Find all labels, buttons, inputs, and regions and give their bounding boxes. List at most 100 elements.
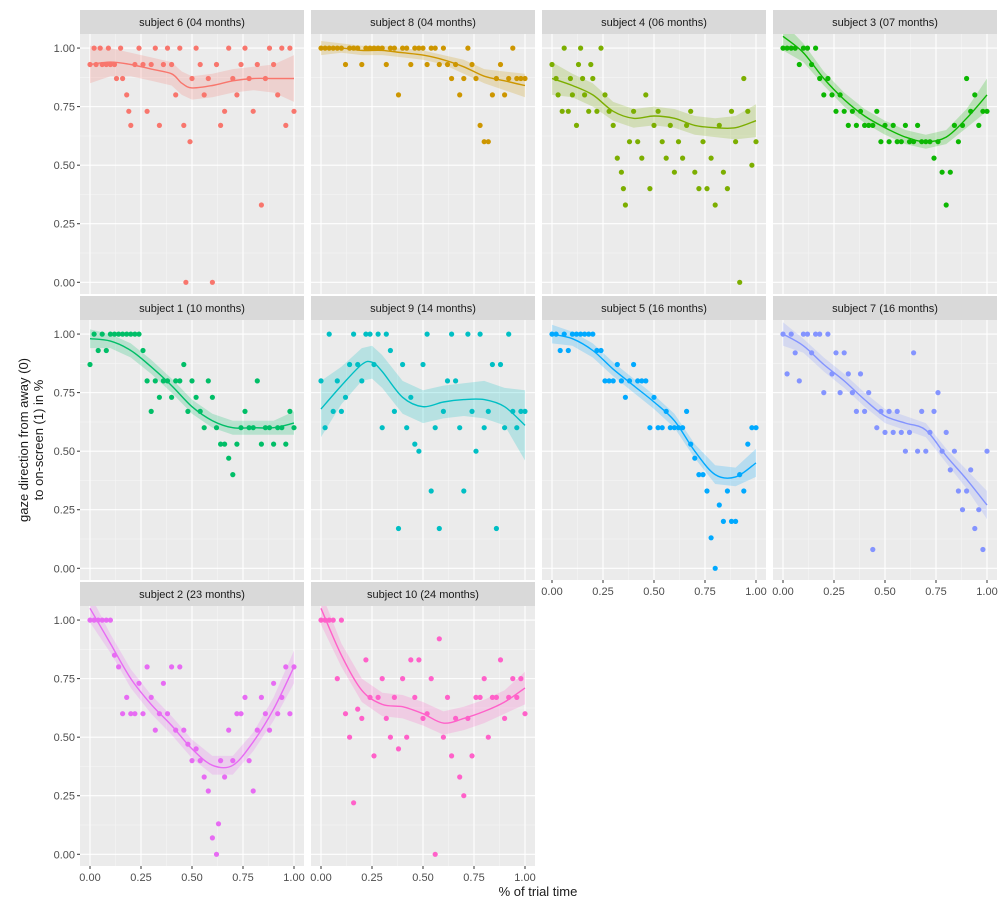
x-tick-label: 0.00 xyxy=(772,586,793,598)
data-point xyxy=(258,441,264,447)
data-point xyxy=(449,753,455,759)
data-point xyxy=(506,75,512,82)
data-point xyxy=(522,711,528,717)
data-point xyxy=(700,472,706,478)
data-point xyxy=(518,408,524,414)
data-point xyxy=(659,425,665,431)
data-point xyxy=(984,108,990,114)
data-point xyxy=(140,711,146,717)
data-point xyxy=(796,378,802,384)
data-point xyxy=(497,61,504,68)
data-point xyxy=(238,61,244,68)
data-point xyxy=(97,45,103,51)
data-point xyxy=(618,169,625,175)
data-point xyxy=(784,371,790,377)
data-point xyxy=(136,331,142,337)
data-point xyxy=(906,429,913,435)
data-point xyxy=(140,61,146,68)
data-point xyxy=(428,45,434,51)
data-point xyxy=(557,347,563,354)
data-point xyxy=(667,122,673,128)
data-point xyxy=(964,488,970,494)
data-point xyxy=(242,694,248,701)
y-tick-label: 0.50 xyxy=(54,160,75,172)
data-point xyxy=(136,680,142,686)
data-point xyxy=(234,711,240,717)
data-point xyxy=(590,331,596,337)
data-point xyxy=(338,617,344,623)
data-point xyxy=(363,45,369,51)
data-point xyxy=(915,122,921,128)
facet-strip xyxy=(311,10,535,34)
facet-panel: subject 4 (06 months) xyxy=(542,10,766,294)
panel-data xyxy=(87,329,297,478)
data-point xyxy=(440,734,446,740)
data-point xyxy=(379,425,385,431)
data-point xyxy=(614,155,620,161)
data-point xyxy=(355,706,361,712)
data-point xyxy=(444,694,451,701)
data-point xyxy=(610,122,616,128)
data-point xyxy=(741,488,747,494)
facet-strip xyxy=(542,10,766,34)
data-point xyxy=(173,92,179,98)
data-point xyxy=(939,169,945,175)
data-point xyxy=(266,45,273,51)
data-point xyxy=(522,408,528,414)
data-point xyxy=(980,108,986,114)
data-point xyxy=(342,61,349,68)
data-point xyxy=(201,425,207,431)
data-point xyxy=(857,371,864,377)
data-point xyxy=(796,61,802,68)
facet-panel: subject 5 (16 months) 0.00 0.25 0.50 0.75 1.0… xyxy=(541,296,767,598)
data-point xyxy=(696,472,702,478)
data-point xyxy=(671,169,678,175)
data-point xyxy=(972,92,978,98)
x-axis-title: % of trial time xyxy=(499,884,578,899)
data-point xyxy=(825,331,831,337)
data-point xyxy=(87,361,93,368)
data-point xyxy=(845,122,851,128)
facet-title: subject 2 (23 months) xyxy=(139,589,245,601)
data-point xyxy=(643,378,649,384)
data-point xyxy=(379,45,385,51)
data-point xyxy=(169,61,175,68)
data-point xyxy=(586,331,592,337)
data-point xyxy=(749,425,755,431)
data-point xyxy=(209,835,215,841)
data-point xyxy=(209,279,215,285)
panel-data xyxy=(780,322,990,553)
data-point xyxy=(181,727,187,733)
data-point xyxy=(561,45,567,51)
data-point xyxy=(209,394,215,400)
data-point xyxy=(469,753,475,759)
data-point xyxy=(156,394,162,400)
data-point xyxy=(911,350,917,356)
data-point xyxy=(400,45,406,51)
data-point xyxy=(931,155,937,161)
data-point xyxy=(383,331,389,337)
confidence-band xyxy=(321,606,525,735)
data-point xyxy=(367,331,373,337)
data-point xyxy=(559,108,565,114)
data-point xyxy=(955,488,962,494)
data-point xyxy=(87,617,93,623)
data-point xyxy=(680,425,686,431)
data-point xyxy=(951,122,958,128)
facet-strip xyxy=(80,582,304,606)
data-point xyxy=(144,108,150,114)
data-point xyxy=(506,331,512,337)
data-point xyxy=(359,715,365,722)
data-point xyxy=(749,162,755,168)
data-point xyxy=(347,734,353,740)
data-point xyxy=(169,664,175,670)
data-point xyxy=(193,746,199,752)
data-point xyxy=(283,122,289,128)
data-point xyxy=(684,122,690,128)
confidence-band xyxy=(552,324,756,487)
data-point xyxy=(598,347,604,354)
data-point xyxy=(651,394,657,400)
data-point xyxy=(655,425,661,431)
data-point xyxy=(222,108,228,114)
data-point xyxy=(226,727,232,733)
